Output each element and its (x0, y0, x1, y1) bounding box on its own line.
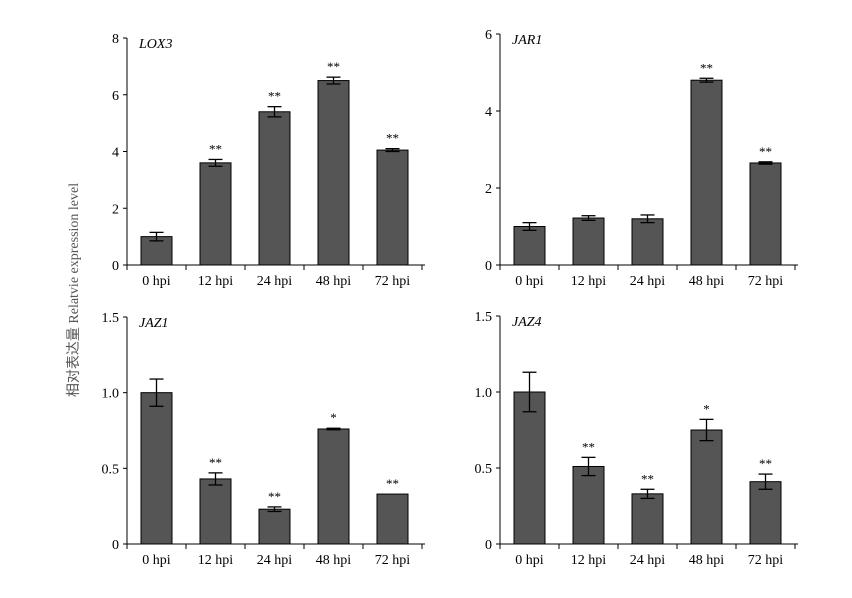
panel-1-y-tick-label: 2 (112, 202, 119, 217)
panel-2-bar (572, 217, 605, 266)
panel-4-x-tick-label: 24 hpi (630, 553, 666, 568)
panel-4-significance: ** (582, 439, 595, 454)
panel-3-x-tick-label: 24 hpi (257, 553, 293, 568)
panel-3-y-tick-label: 1.0 (102, 387, 120, 402)
panel-2-x-tick-label: 72 hpi (748, 274, 784, 289)
panel-2-bar (513, 226, 546, 266)
panel-2-y-tick-label: 4 (485, 105, 492, 120)
panel-4-x-tick-label: 12 hpi (571, 553, 607, 568)
panel-3-title: JAZ1 (139, 316, 169, 331)
panel-4-x-tick-label: 48 hpi (689, 553, 725, 568)
panel-1-bar (317, 80, 350, 266)
panel-4-bar (690, 429, 723, 545)
panel-1-bar (258, 111, 291, 266)
panel-4-bar (513, 391, 546, 545)
panel-1-x-tick-label: 72 hpi (375, 274, 411, 289)
panel-2-x-tick-label: 48 hpi (689, 274, 725, 289)
panel-1-significance: ** (327, 59, 340, 74)
panel-2-bar (749, 162, 782, 266)
panel-2-title: JAR1 (512, 33, 542, 48)
panel-4-bar (749, 481, 782, 545)
panel-1-y-tick-label: 8 (112, 32, 119, 47)
panel-3-y-tick-label: 0.5 (102, 462, 120, 477)
panel-1-title: LOX3 (138, 37, 172, 52)
panel-3-y-tick-label: 1.5 (102, 311, 120, 326)
panel-3-bar (140, 392, 173, 545)
panel-2-x-tick-label: 24 hpi (630, 274, 666, 289)
panel-4-y-tick-label: 0 (485, 538, 492, 553)
panel-2-x-tick-label: 12 hpi (571, 274, 607, 289)
panel-3-bar (376, 493, 409, 545)
panel-1-x-tick-label: 12 hpi (198, 274, 234, 289)
panel-2-significance: ** (700, 60, 713, 75)
panel-2-y-tick-label: 2 (485, 182, 492, 197)
panel-1-y-tick-label: 6 (112, 89, 119, 104)
panel-4-x-tick-label: 72 hpi (748, 553, 784, 568)
panel-3-x-tick-label: 48 hpi (316, 553, 352, 568)
panel-3-significance: ** (209, 455, 222, 470)
panel-2-bar (690, 79, 723, 266)
panel-3-y-tick-label: 0 (112, 538, 119, 553)
panel-4-y-tick-label: 1.5 (475, 310, 493, 325)
panel-1-bar (199, 162, 232, 266)
panel-4-bar (631, 493, 664, 545)
panel-1-y-tick-label: 0 (112, 259, 119, 274)
panel-4-bar (572, 465, 605, 545)
panel-4-significance: ** (641, 471, 654, 486)
panel-1-significance: ** (386, 131, 399, 146)
panel-1-y-tick-label: 4 (112, 146, 119, 161)
panel-4-significance: * (703, 401, 710, 416)
panel-1-x-tick-label: 48 hpi (316, 274, 352, 289)
panel-1-x-tick-label: 0 hpi (142, 274, 171, 289)
panel-3-x-tick-label: 72 hpi (375, 553, 411, 568)
panel-4-title: JAZ4 (512, 315, 542, 330)
panel-3-bar (317, 428, 350, 545)
panel-4-y-tick-label: 1.0 (475, 386, 493, 401)
panel-3-bar (199, 478, 232, 545)
panel-2-y-tick-label: 0 (485, 259, 492, 274)
panel-2-significance: ** (759, 144, 772, 159)
panel-4-x-tick-label: 0 hpi (515, 553, 544, 568)
panel-1-significance: ** (209, 141, 222, 156)
panel-3-significance: ** (268, 489, 281, 504)
panel-3-significance: ** (386, 476, 399, 491)
panel-4-significance: ** (759, 456, 772, 471)
panel-1-bar (140, 236, 173, 266)
panel-2-x-tick-label: 0 hpi (515, 274, 544, 289)
panel-3-bar (258, 508, 291, 545)
panel-1-bar (376, 149, 409, 266)
panel-3-x-tick-label: 12 hpi (198, 553, 234, 568)
panel-3-x-tick-label: 0 hpi (142, 553, 171, 568)
panel-2-y-tick-label: 6 (485, 28, 492, 43)
panel-4-y-tick-label: 0.5 (475, 462, 493, 477)
panel-1-significance: ** (268, 89, 281, 104)
y-axis-label: 相对表达量 Relatvie expression level (66, 183, 82, 397)
panel-2-bar (631, 218, 664, 266)
panel-1-x-tick-label: 24 hpi (257, 274, 293, 289)
panel-3-significance: * (330, 410, 337, 425)
